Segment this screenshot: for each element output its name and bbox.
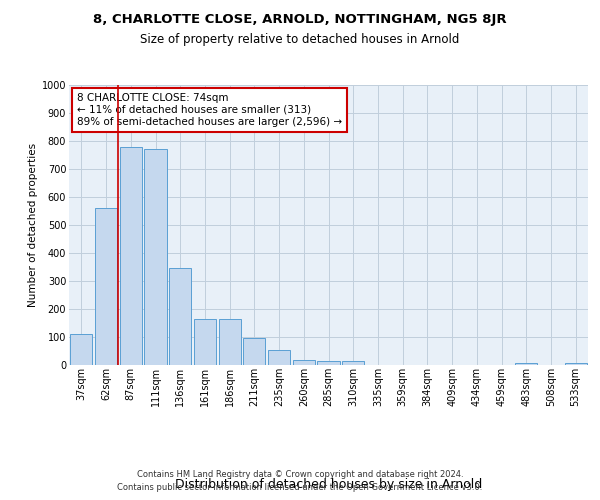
Bar: [243, 338, 265, 365]
Bar: [119, 146, 142, 365]
Bar: [218, 319, 241, 365]
Text: Contains public sector information licensed under the Open Government Licence v3: Contains public sector information licen…: [118, 484, 482, 492]
Bar: [565, 363, 587, 365]
Bar: [293, 360, 315, 365]
Bar: [70, 334, 92, 365]
Bar: [515, 363, 538, 365]
Text: Contains HM Land Registry data © Crown copyright and database right 2024.: Contains HM Land Registry data © Crown c…: [137, 470, 463, 479]
Text: 8 CHARLOTTE CLOSE: 74sqm
← 11% of detached houses are smaller (313)
89% of semi-: 8 CHARLOTTE CLOSE: 74sqm ← 11% of detach…: [77, 94, 342, 126]
Y-axis label: Number of detached properties: Number of detached properties: [28, 143, 38, 307]
Text: 8, CHARLOTTE CLOSE, ARNOLD, NOTTINGHAM, NG5 8JR: 8, CHARLOTTE CLOSE, ARNOLD, NOTTINGHAM, …: [93, 12, 507, 26]
Bar: [317, 361, 340, 365]
Text: Size of property relative to detached houses in Arnold: Size of property relative to detached ho…: [140, 32, 460, 46]
Bar: [145, 150, 167, 365]
Bar: [95, 208, 117, 365]
X-axis label: Distribution of detached houses by size in Arnold: Distribution of detached houses by size …: [175, 478, 482, 491]
Bar: [342, 361, 364, 365]
Bar: [194, 319, 216, 365]
Bar: [169, 268, 191, 365]
Bar: [268, 350, 290, 365]
